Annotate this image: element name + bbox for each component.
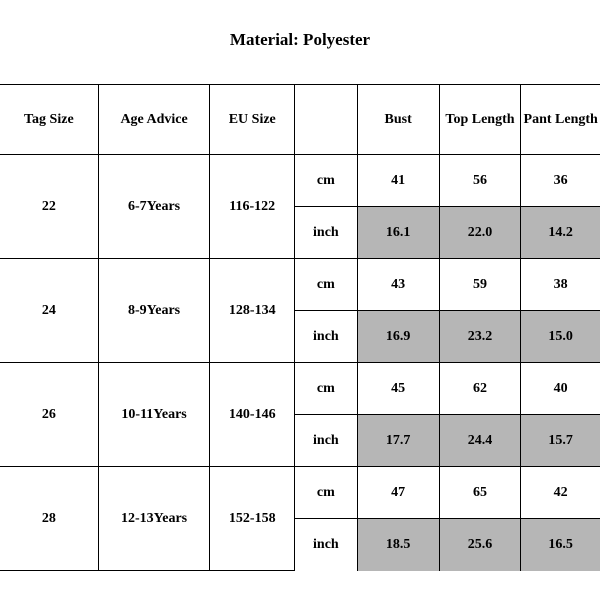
cell-age: 12-13Years — [98, 467, 210, 571]
col-unit — [295, 85, 358, 155]
col-top-length: Top Length — [439, 85, 521, 155]
cell-bust-cm: 47 — [357, 467, 439, 519]
col-eu-size: EU Size — [210, 85, 295, 155]
table-row: 24 8-9Years 128-134 cm 43 59 38 — [0, 259, 600, 311]
cell-unit-inch: inch — [295, 207, 358, 259]
size-chart-table: Tag Size Age Advice EU Size Bust Top Len… — [0, 84, 600, 571]
table-row: 26 10-11Years 140-146 cm 45 62 40 — [0, 363, 600, 415]
header-row: Tag Size Age Advice EU Size Bust Top Len… — [0, 85, 600, 155]
cell-pant-cm: 40 — [521, 363, 600, 415]
material-title: Material: Polyester — [0, 30, 600, 50]
cell-pant-inch: 15.7 — [521, 415, 600, 467]
cell-age: 10-11Years — [98, 363, 210, 467]
cell-unit-inch: inch — [295, 415, 358, 467]
cell-top-cm: 56 — [439, 155, 521, 207]
col-pant-length: Pant Length — [521, 85, 600, 155]
cell-age: 8-9Years — [98, 259, 210, 363]
cell-unit-inch: inch — [295, 519, 358, 571]
cell-age: 6-7Years — [98, 155, 210, 259]
cell-unit-cm: cm — [295, 467, 358, 519]
cell-top-inch: 25.6 — [439, 519, 521, 571]
cell-unit-inch: inch — [295, 311, 358, 363]
cell-pant-cm: 36 — [521, 155, 600, 207]
cell-bust-inch: 18.5 — [357, 519, 439, 571]
cell-tag: 28 — [0, 467, 98, 571]
cell-top-inch: 23.2 — [439, 311, 521, 363]
cell-unit-cm: cm — [295, 155, 358, 207]
page: Material: Polyester Tag Size Age Advice … — [0, 0, 600, 600]
cell-tag: 26 — [0, 363, 98, 467]
cell-bust-inch: 16.1 — [357, 207, 439, 259]
cell-eu: 116-122 — [210, 155, 295, 259]
cell-eu: 140-146 — [210, 363, 295, 467]
table-row: 22 6-7Years 116-122 cm 41 56 36 — [0, 155, 600, 207]
cell-top-inch: 22.0 — [439, 207, 521, 259]
cell-bust-cm: 45 — [357, 363, 439, 415]
cell-top-cm: 59 — [439, 259, 521, 311]
cell-bust-cm: 43 — [357, 259, 439, 311]
table-row: 28 12-13Years 152-158 cm 47 65 42 — [0, 467, 600, 519]
cell-top-inch: 24.4 — [439, 415, 521, 467]
cell-unit-cm: cm — [295, 363, 358, 415]
col-tag-size: Tag Size — [0, 85, 98, 155]
cell-bust-cm: 41 — [357, 155, 439, 207]
col-age-advice: Age Advice — [98, 85, 210, 155]
cell-top-cm: 62 — [439, 363, 521, 415]
col-bust: Bust — [357, 85, 439, 155]
cell-unit-cm: cm — [295, 259, 358, 311]
cell-tag: 24 — [0, 259, 98, 363]
cell-bust-inch: 16.9 — [357, 311, 439, 363]
cell-eu: 128-134 — [210, 259, 295, 363]
cell-eu: 152-158 — [210, 467, 295, 571]
cell-bust-inch: 17.7 — [357, 415, 439, 467]
cell-pant-cm: 38 — [521, 259, 600, 311]
cell-pant-inch: 14.2 — [521, 207, 600, 259]
cell-tag: 22 — [0, 155, 98, 259]
cell-pant-cm: 42 — [521, 467, 600, 519]
cell-top-cm: 65 — [439, 467, 521, 519]
cell-pant-inch: 15.0 — [521, 311, 600, 363]
cell-pant-inch: 16.5 — [521, 519, 600, 571]
